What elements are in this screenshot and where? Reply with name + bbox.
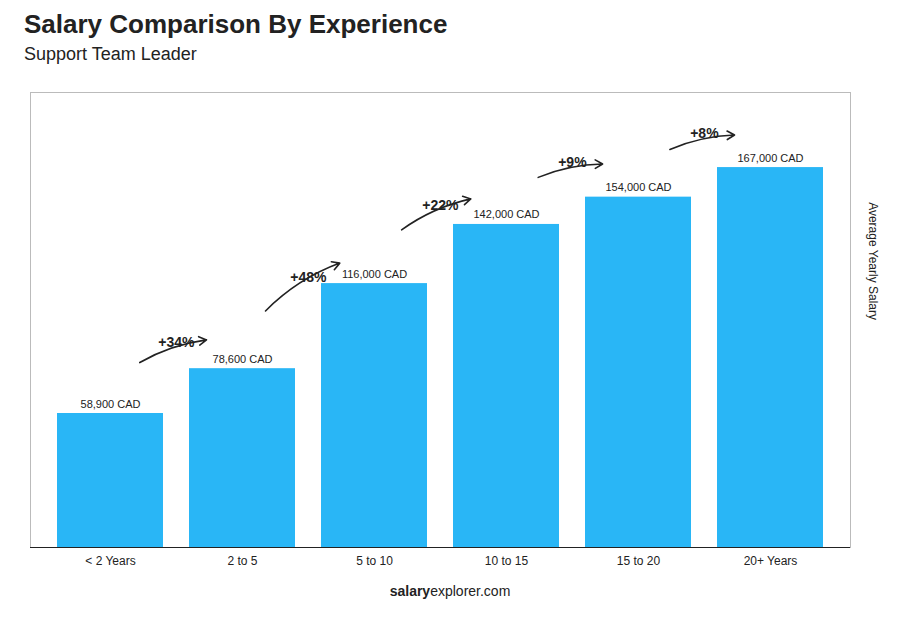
svg-text:< 2 Years: < 2 Years [85, 554, 135, 568]
html-text:Support Team Leader: Support Team Leader [24, 44, 197, 64]
svg-text:20+ Years: 20+ Years [744, 554, 798, 568]
svg-text:167,000 CAD: 167,000 CAD [737, 152, 803, 164]
svg-text:2 to 5: 2 to 5 [227, 554, 257, 568]
svg-text:10 to 15: 10 to 15 [485, 554, 529, 568]
svg-text:+22%: +22% [422, 197, 459, 213]
svg-text:154,000 CAD: 154,000 CAD [605, 181, 671, 193]
svg-text:116,000 CAD: 116,000 CAD [342, 268, 407, 280]
svg-text:+9%: +9% [558, 154, 587, 170]
html-text:salary explorer.com: salary explorer.com [389, 583, 511, 599]
svg-text:78,600 CAD: 78,600 CAD [213, 353, 273, 365]
svg-text:+8%: +8% [690, 125, 719, 141]
svg-text:Average Yearly Salary: Average Yearly Salary [866, 202, 880, 320]
svg-text:58,900 CAD: 58,900 CAD [81, 398, 141, 410]
html-text:Salary Comparison By Experienc: Salary Comparison By Experience [24, 9, 448, 39]
svg-text:+48%: +48% [290, 269, 327, 285]
svg-text:15 to 20: 15 to 20 [617, 554, 661, 568]
svg-text:5 to 10: 5 to 10 [356, 554, 393, 568]
svg-text:+34%: +34% [158, 334, 195, 350]
svg-text:142,000 CAD: 142,000 CAD [473, 208, 539, 220]
